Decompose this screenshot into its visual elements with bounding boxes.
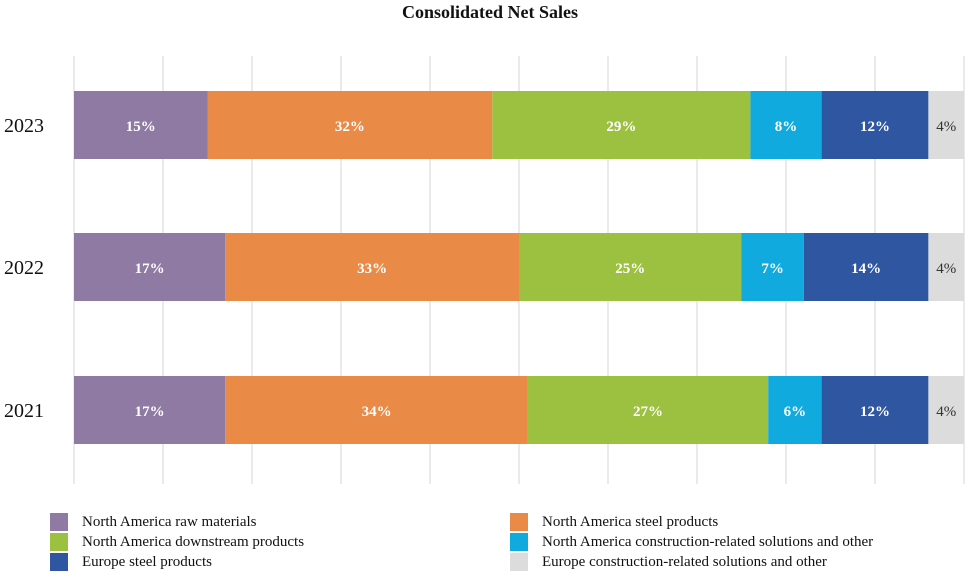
legend-label: North America steel products — [542, 513, 719, 530]
legend-swatch — [510, 553, 528, 571]
data-label-2022-1: 33% — [357, 261, 387, 277]
bar-segment-2021-4 — [821, 376, 929, 444]
bar-segment-2023-0 — [74, 91, 208, 159]
bar-segment-2022-5 — [928, 233, 964, 301]
category-label-2023: 2023 — [4, 115, 44, 137]
bar-segment-2022-0 — [74, 233, 226, 301]
bar-segment-2023-3 — [750, 91, 822, 159]
data-label-2023-4: 12% — [860, 119, 890, 135]
legend-item-4: Europe steel products — [50, 552, 212, 572]
data-label-2023-2: 29% — [606, 119, 636, 135]
data-label-2021-5: 4% — [936, 404, 956, 420]
data-label-2023-0: 15% — [126, 119, 156, 135]
bar-segment-2023-4 — [821, 91, 929, 159]
legend-item-0: North America raw materials — [50, 512, 257, 532]
legend-swatch — [50, 553, 68, 571]
category-label-2022: 2022 — [4, 257, 44, 279]
legend-label: North America downstream products — [82, 533, 305, 550]
legend-item-1: North America steel products — [510, 512, 718, 532]
legend-label: Europe construction-related solutions an… — [542, 553, 827, 570]
legend-label: Europe steel products — [82, 553, 212, 570]
legend-label: North America construction-related solut… — [542, 533, 874, 550]
bar-segment-2021-0 — [74, 376, 226, 444]
legend-item-2: North America downstream products — [50, 532, 304, 552]
bar-segment-2023-5 — [928, 91, 964, 159]
legend-item-5: Europe construction-related solutions an… — [510, 552, 827, 572]
data-label-2021-2: 27% — [633, 404, 663, 420]
data-label-2022-3: 7% — [761, 261, 784, 277]
bar-segment-2022-2 — [519, 233, 742, 301]
bar-segment-2023-2 — [492, 91, 751, 159]
data-label-2021-0: 17% — [135, 404, 165, 420]
bar-segment-2021-5 — [928, 376, 964, 444]
bar-segment-2021-3 — [768, 376, 822, 444]
legend-label: North America raw materials — [82, 513, 257, 530]
bar-segment-2022-3 — [741, 233, 804, 301]
data-label-2021-4: 12% — [860, 404, 890, 420]
data-label-2022-4: 14% — [851, 261, 881, 277]
legend-swatch — [50, 533, 68, 551]
bar-segment-2022-4 — [803, 233, 929, 301]
bar-segment-2021-1 — [225, 376, 528, 444]
data-label-2023-3: 8% — [775, 119, 798, 135]
data-label-2022-5: 4% — [936, 261, 956, 277]
category-label-2021: 2021 — [4, 400, 44, 422]
legend-swatch — [510, 513, 528, 531]
data-label-2022-2: 25% — [615, 261, 645, 277]
bar-segment-2022-1 — [225, 233, 520, 301]
data-label-2022-0: 17% — [135, 261, 165, 277]
legend-swatch — [510, 533, 528, 551]
bar-segment-2021-2 — [527, 376, 769, 444]
legend-swatch — [50, 513, 68, 531]
chart-title: Consolidated Net Sales — [401, 2, 578, 22]
data-label-2023-5: 4% — [936, 119, 956, 135]
data-label-2023-1: 32% — [335, 119, 365, 135]
plot-area: 15% 32% 29% 8% 12% 4% 17% 33% 25% 7% 14% 4% 17% 34% 27… — [4, 56, 965, 484]
legend-item-3: North America construction-related solut… — [510, 532, 873, 552]
data-label-2021-1: 34% — [362, 404, 392, 420]
data-label-2021-3: 6% — [784, 404, 807, 420]
bar-segment-2023-1 — [207, 91, 493, 159]
